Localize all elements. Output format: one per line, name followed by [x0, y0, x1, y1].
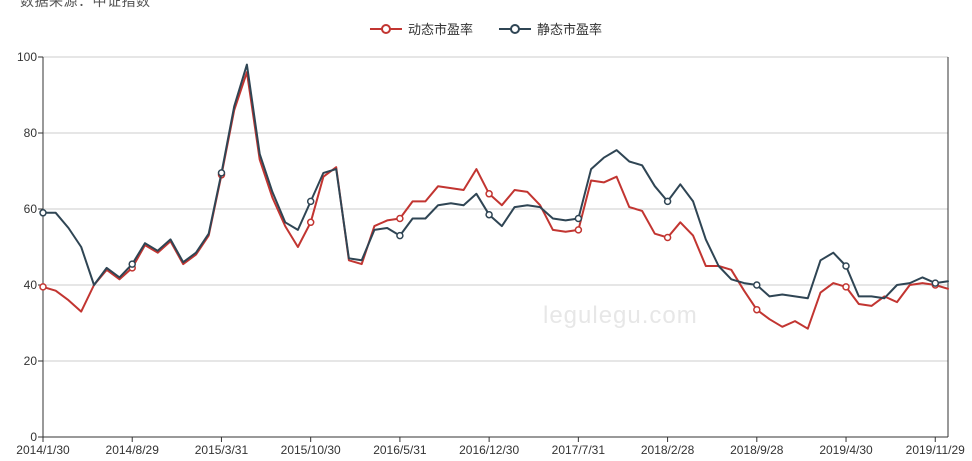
line-circle-marker-icon [369, 22, 402, 36]
x-axis-label: 2018/2/28 [640, 443, 695, 457]
legend-label-dynamic-pe: 动态市盈率 [407, 22, 473, 37]
x-axis-label: 2015/10/30 [280, 443, 341, 457]
data-point-marker-dynamic-pe [753, 305, 761, 314]
data-source-note: 数据来源：中证指数 [20, 0, 151, 9]
x-axis-label: 2019/11/29 [905, 443, 965, 457]
data-point-marker-static-pe [931, 279, 940, 287]
data-point-marker-static-pe [217, 169, 226, 177]
x-axis-label: 2014/8/29 [105, 443, 159, 457]
watermark: legulegu.com [543, 302, 698, 329]
data-point-marker-static-pe [306, 197, 315, 206]
data-point-marker-dynamic-pe [39, 283, 47, 291]
legend-circle [510, 23, 520, 34]
line-circle-marker-icon [499, 22, 531, 36]
legend-item-dynamic-pe[interactable]: 动态市盈率 [369, 19, 473, 38]
data-point-marker-static-pe [39, 209, 47, 217]
data-point-marker-static-pe [574, 214, 583, 223]
y-axis-label: 40 [23, 278, 37, 292]
data-point-marker-static-pe [396, 231, 404, 240]
x-axis-label: 2015/3/31 [194, 443, 249, 457]
series-line-dynamic-pe [42, 71, 949, 330]
data-point-marker-dynamic-pe [485, 190, 493, 198]
y-axis-label: 60 [23, 202, 37, 216]
data-point-marker-dynamic-pe [396, 214, 404, 223]
x-axis-label: 2016/5/31 [373, 443, 427, 457]
x-axis-label: 2014/1/30 [16, 443, 70, 457]
data-point-marker-static-pe [842, 262, 850, 270]
x-axis-label: 2018/9/28 [730, 443, 784, 457]
y-axis-label: 20 [23, 354, 37, 368]
data-point-marker-dynamic-pe [306, 218, 315, 227]
x-axis-label: 2017/7/31 [551, 443, 606, 457]
data-point-marker-dynamic-pe [574, 226, 583, 234]
x-axis-label: 2019/4/30 [819, 443, 873, 457]
y-axis-label: 80 [23, 126, 37, 140]
data-point-marker-static-pe [753, 281, 761, 289]
data-point-marker-static-pe [128, 260, 136, 268]
series-line-static-pe [42, 63, 949, 300]
data-point-marker-static-pe [663, 197, 672, 206]
legend-item-static-pe[interactable]: 静态市盈率 [499, 19, 602, 38]
y-axis-label: 0 [30, 430, 37, 444]
data-point-marker-dynamic-pe [663, 233, 672, 242]
legend: 动态市盈率 静态市盈率 [369, 19, 602, 38]
legend-circle [380, 23, 391, 34]
x-axis-label: 2016/12/30 [459, 443, 520, 457]
legend-label-static-pe: 静态市盈率 [537, 22, 603, 37]
data-point-marker-dynamic-pe [842, 283, 850, 291]
data-point-marker-static-pe [485, 210, 493, 219]
y-axis-label: 100 [16, 50, 37, 64]
